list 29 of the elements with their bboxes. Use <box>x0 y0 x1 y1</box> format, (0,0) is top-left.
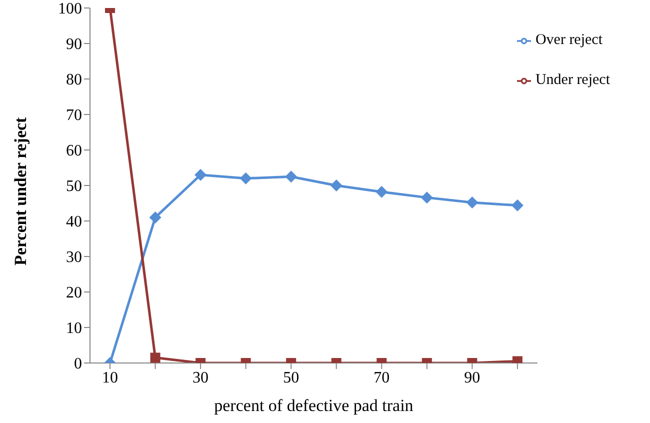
point <box>511 199 524 212</box>
x-tick-label: 10 <box>102 369 118 386</box>
point <box>194 168 207 181</box>
x-tick-label: 70 <box>374 369 390 386</box>
y-tick-label: 90 <box>66 36 82 54</box>
y-tick-label: 10 <box>66 320 82 338</box>
x-tick-label: 50 <box>283 369 300 386</box>
y-tick-label: 100 <box>58 0 82 18</box>
y-tick-label: 80 <box>66 72 82 89</box>
y-tick-label: 40 <box>66 214 82 231</box>
point <box>149 211 162 224</box>
y-tick-label: 60 <box>66 142 82 160</box>
y-tick-label: 50 <box>66 178 82 196</box>
point <box>285 170 298 183</box>
y-tick-label: 30 <box>66 249 82 266</box>
point <box>240 172 252 184</box>
y-tick-label: 20 <box>66 284 82 302</box>
point <box>466 196 478 209</box>
x-axis-title: percent of defective pad train <box>214 396 414 415</box>
point <box>376 186 388 198</box>
y-tick-label: 0 <box>74 356 82 373</box>
legend-label: Under reject <box>535 72 610 88</box>
x-tick-label: 90 <box>464 369 480 386</box>
y-axis-title: Percent under reject <box>11 116 30 266</box>
x-tick-label: 30 <box>192 369 209 386</box>
point <box>330 180 342 192</box>
y-tick-label: 70 <box>66 107 82 124</box>
point <box>420 192 433 204</box>
legend-label: Over reject <box>535 32 602 48</box>
